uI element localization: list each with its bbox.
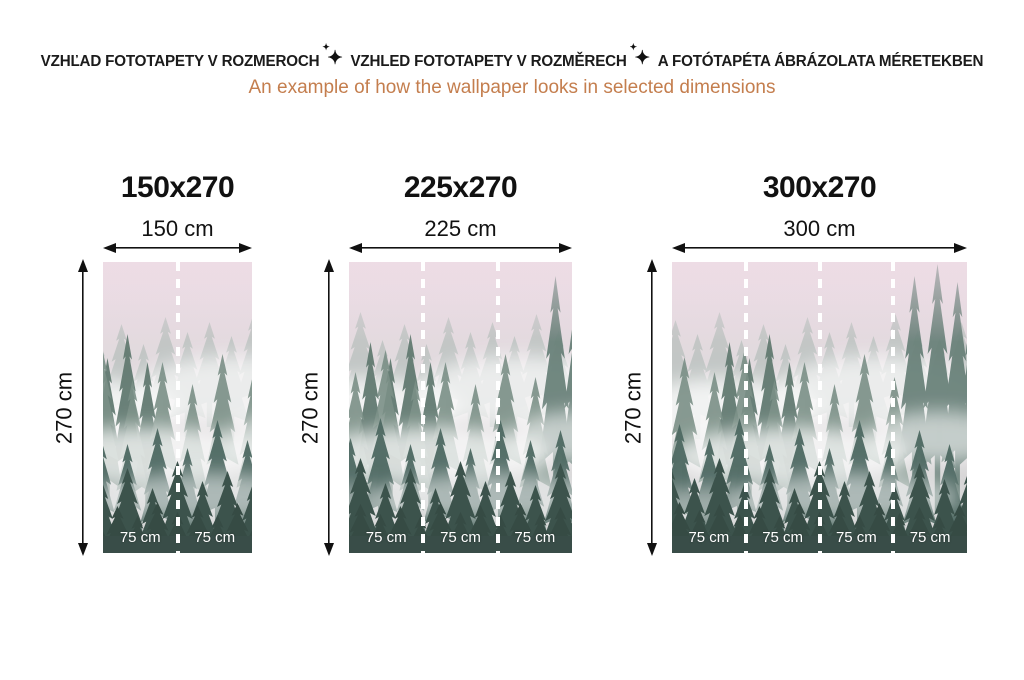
panel-section: 75 cm xyxy=(746,262,820,553)
width-arrow xyxy=(349,241,572,255)
panel-title: 150x270 xyxy=(120,171,235,204)
panel-section: 75 cm xyxy=(103,262,178,553)
height-label: 270 cm xyxy=(620,371,646,445)
subtitle: An example of how the wallpaper looks in… xyxy=(248,77,776,98)
wallpaper-preview: 75 cm 75 cm xyxy=(103,262,252,553)
section-width-label: 75 cm xyxy=(909,529,951,546)
title-hungarian: A FOTÓTAPÉTA ÁBRÁZOLATA MÉRETEKBEN xyxy=(657,52,984,70)
panel-sections: 75 cm 75 cm 75 cm 75 cm xyxy=(672,262,967,553)
panel-sections: 75 cm 75 cm 75 cm xyxy=(349,262,572,553)
height-arrow xyxy=(645,259,659,556)
seam-dashed-line xyxy=(175,262,180,553)
width-arrow xyxy=(103,241,252,255)
page-header: VZHĽAD FOTOTAPETY V ROZMEROCH ✦ VZHLED F… xyxy=(0,43,1024,98)
width-label: 300 cm xyxy=(783,216,856,241)
height-arrow xyxy=(76,259,90,556)
height-label: 270 cm xyxy=(51,371,77,445)
title-czech: VZHLED FOTOTAPETY V ROZMĚRECH xyxy=(350,52,627,70)
height-label: 270 cm xyxy=(297,371,323,445)
section-width-label: 75 cm xyxy=(440,529,481,546)
section-width-label: 75 cm xyxy=(119,529,161,546)
section-width-label: 75 cm xyxy=(365,529,407,546)
height-arrow xyxy=(322,259,336,556)
seam-dashed-line xyxy=(495,262,500,553)
panel-section: 75 cm xyxy=(820,262,894,553)
section-width-label: 75 cm xyxy=(762,529,804,546)
panel-sections: 75 cm 75 cm xyxy=(103,262,252,553)
section-width-label: 75 cm xyxy=(835,529,877,546)
sparkle-icon: ✦ xyxy=(630,43,650,68)
seam-dashed-line xyxy=(743,262,748,553)
sparkle-icon: ✦ xyxy=(322,43,342,68)
panel-section: 75 cm xyxy=(178,262,253,553)
title-slovak: VZHĽAD FOTOTAPETY V ROZMEROCH xyxy=(40,52,320,70)
width-arrow xyxy=(672,241,967,255)
width-label: 225 cm xyxy=(424,216,497,241)
multilingual-title: VZHĽAD FOTOTAPETY V ROZMEROCH ✦ VZHLED F… xyxy=(10,43,1014,71)
seam-dashed-line xyxy=(891,262,896,553)
panel-section: 75 cm xyxy=(893,262,967,553)
panel-section: 75 cm xyxy=(423,262,497,553)
panel-section: 75 cm xyxy=(349,262,423,553)
width-label: 150 cm xyxy=(141,216,214,241)
seam-dashed-line xyxy=(421,262,426,553)
wallpaper-preview: 75 cm 75 cm 75 cm xyxy=(349,262,572,553)
panel-section: 75 cm xyxy=(498,262,572,553)
panel-section: 75 cm xyxy=(672,262,746,553)
panel-title: 225x270 xyxy=(403,171,518,204)
wallpaper-preview: 75 cm 75 cm 75 cm 75 cm xyxy=(672,262,967,553)
section-width-label: 75 cm xyxy=(194,529,236,546)
panel-title: 300x270 xyxy=(762,171,877,204)
section-width-label: 75 cm xyxy=(688,529,730,546)
section-width-label: 75 cm xyxy=(514,529,556,546)
seam-dashed-line xyxy=(817,262,822,553)
